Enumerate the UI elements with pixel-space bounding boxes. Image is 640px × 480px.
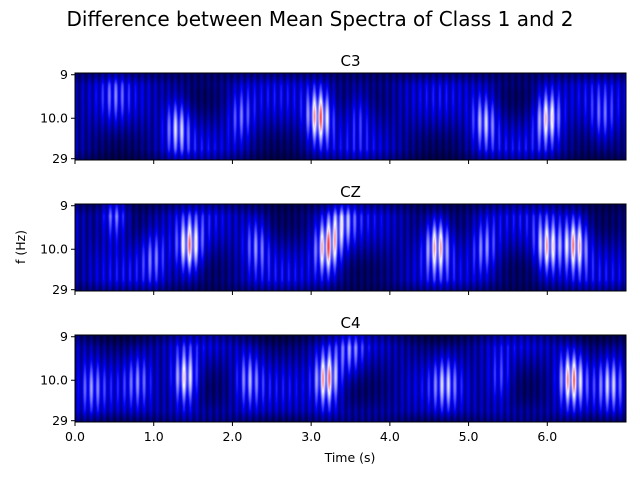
y-tick-label: 9: [60, 67, 68, 82]
y-tick-label: 29: [52, 413, 68, 428]
spectrogram-heatmap: [75, 204, 626, 291]
y-axis-label: f (Hz): [13, 230, 28, 264]
spectrogram-canvas: [75, 204, 626, 291]
x-tick-label: 5.0: [459, 429, 479, 444]
x-tick-label: 4.0: [380, 429, 400, 444]
panel-title: C3: [340, 52, 360, 70]
x-tick-label: 1.0: [144, 429, 164, 444]
y-tick-label: 9: [60, 198, 68, 213]
spectrogram-canvas: [75, 335, 626, 422]
x-tick-label: 6.0: [537, 429, 557, 444]
x-tick-label: 3.0: [301, 429, 321, 444]
x-tick-label: 2.0: [222, 429, 242, 444]
axes-frame: [74, 72, 627, 161]
spectrogram-heatmap: [75, 73, 626, 160]
y-tick-label: 10.0: [40, 373, 68, 388]
y-tick-label: 9: [60, 329, 68, 344]
axes-frame: [74, 203, 627, 292]
figure-title: Difference between Mean Spectra of Class…: [67, 7, 574, 31]
panel-title: C4: [340, 314, 360, 332]
spectrogram-canvas: [75, 73, 626, 160]
y-tick-label: 29: [52, 282, 68, 297]
axes-frame: [74, 334, 627, 423]
y-tick-label: 10.0: [40, 111, 68, 126]
y-tick-label: 29: [52, 151, 68, 166]
panel-title: CZ: [340, 183, 361, 201]
spectrogram-heatmap: [75, 335, 626, 422]
x-tick-label: 0.0: [65, 429, 85, 444]
x-axis-label: Time (s): [324, 450, 376, 465]
y-tick-label: 10.0: [40, 242, 68, 257]
